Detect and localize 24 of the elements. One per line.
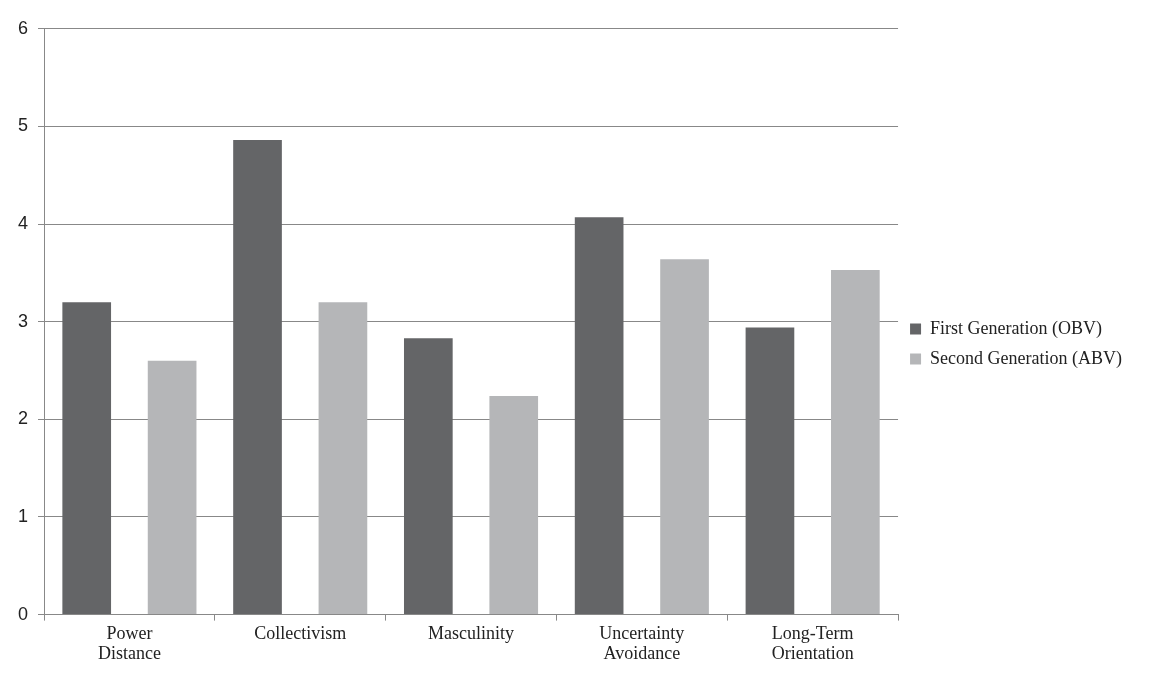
legend-label: Second Generation (ABV): [930, 347, 1123, 369]
bar: [318, 302, 368, 615]
y-tick-label: 6: [18, 17, 29, 38]
bar: [660, 259, 709, 615]
x-tick-label: Uncertainty Avoidance: [599, 622, 685, 664]
bar: [489, 395, 539, 615]
x-tick-label: Collectivism: [254, 622, 347, 643]
y-tick-label: 1: [18, 505, 29, 526]
bar: [403, 338, 453, 615]
x-tick-label: Masculinity: [428, 622, 515, 643]
bar: [233, 140, 282, 615]
y-tick-label: 3: [18, 310, 29, 331]
y-tick-label: 2: [18, 408, 29, 429]
bar: [574, 217, 624, 615]
bar: [147, 360, 197, 615]
y-tick-label: 4: [18, 213, 29, 234]
y-tick-label: 0: [18, 603, 29, 624]
y-tick-label: 5: [18, 115, 29, 136]
legend-label: First Generation (OBV): [930, 317, 1103, 339]
x-tick-label: Long-Term Orientation: [771, 622, 854, 664]
bar: [831, 269, 880, 615]
x-tick-label: Power Distance: [97, 622, 161, 664]
bar: [62, 302, 112, 615]
bar: [745, 327, 795, 615]
